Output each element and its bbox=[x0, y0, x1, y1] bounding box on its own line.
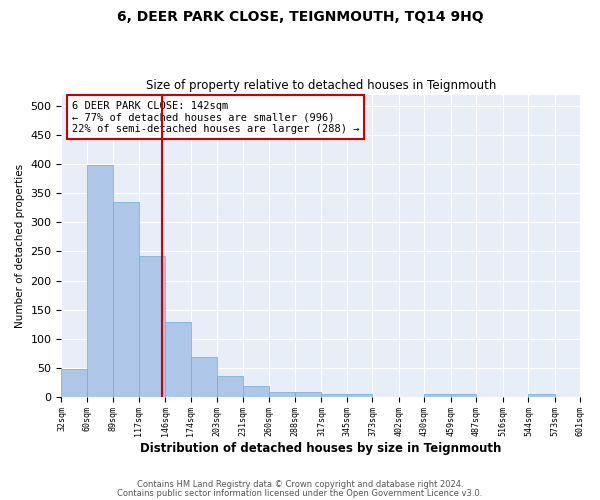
Bar bbox=[295, 392, 322, 396]
Text: 6, DEER PARK CLOSE, TEIGNMOUTH, TQ14 9HQ: 6, DEER PARK CLOSE, TEIGNMOUTH, TQ14 9HQ bbox=[116, 10, 484, 24]
Bar bbox=[322, 394, 347, 396]
Bar bbox=[529, 394, 555, 396]
Text: Contains HM Land Registry data © Crown copyright and database right 2024.: Contains HM Land Registry data © Crown c… bbox=[137, 480, 463, 489]
Bar bbox=[424, 394, 451, 396]
Bar bbox=[191, 357, 217, 397]
Text: Contains public sector information licensed under the Open Government Licence v3: Contains public sector information licen… bbox=[118, 489, 482, 498]
Bar bbox=[217, 376, 243, 396]
Bar bbox=[347, 394, 373, 396]
Bar bbox=[451, 394, 476, 396]
Bar bbox=[113, 202, 139, 396]
Bar bbox=[269, 392, 295, 396]
Bar bbox=[61, 369, 87, 396]
Title: Size of property relative to detached houses in Teignmouth: Size of property relative to detached ho… bbox=[146, 79, 496, 92]
Bar bbox=[87, 166, 113, 396]
X-axis label: Distribution of detached houses by size in Teignmouth: Distribution of detached houses by size … bbox=[140, 442, 502, 455]
Bar bbox=[243, 386, 269, 396]
Bar bbox=[166, 322, 191, 396]
Bar bbox=[139, 256, 166, 396]
Text: 6 DEER PARK CLOSE: 142sqm
← 77% of detached houses are smaller (996)
22% of semi: 6 DEER PARK CLOSE: 142sqm ← 77% of detac… bbox=[72, 100, 359, 134]
Y-axis label: Number of detached properties: Number of detached properties bbox=[15, 164, 25, 328]
